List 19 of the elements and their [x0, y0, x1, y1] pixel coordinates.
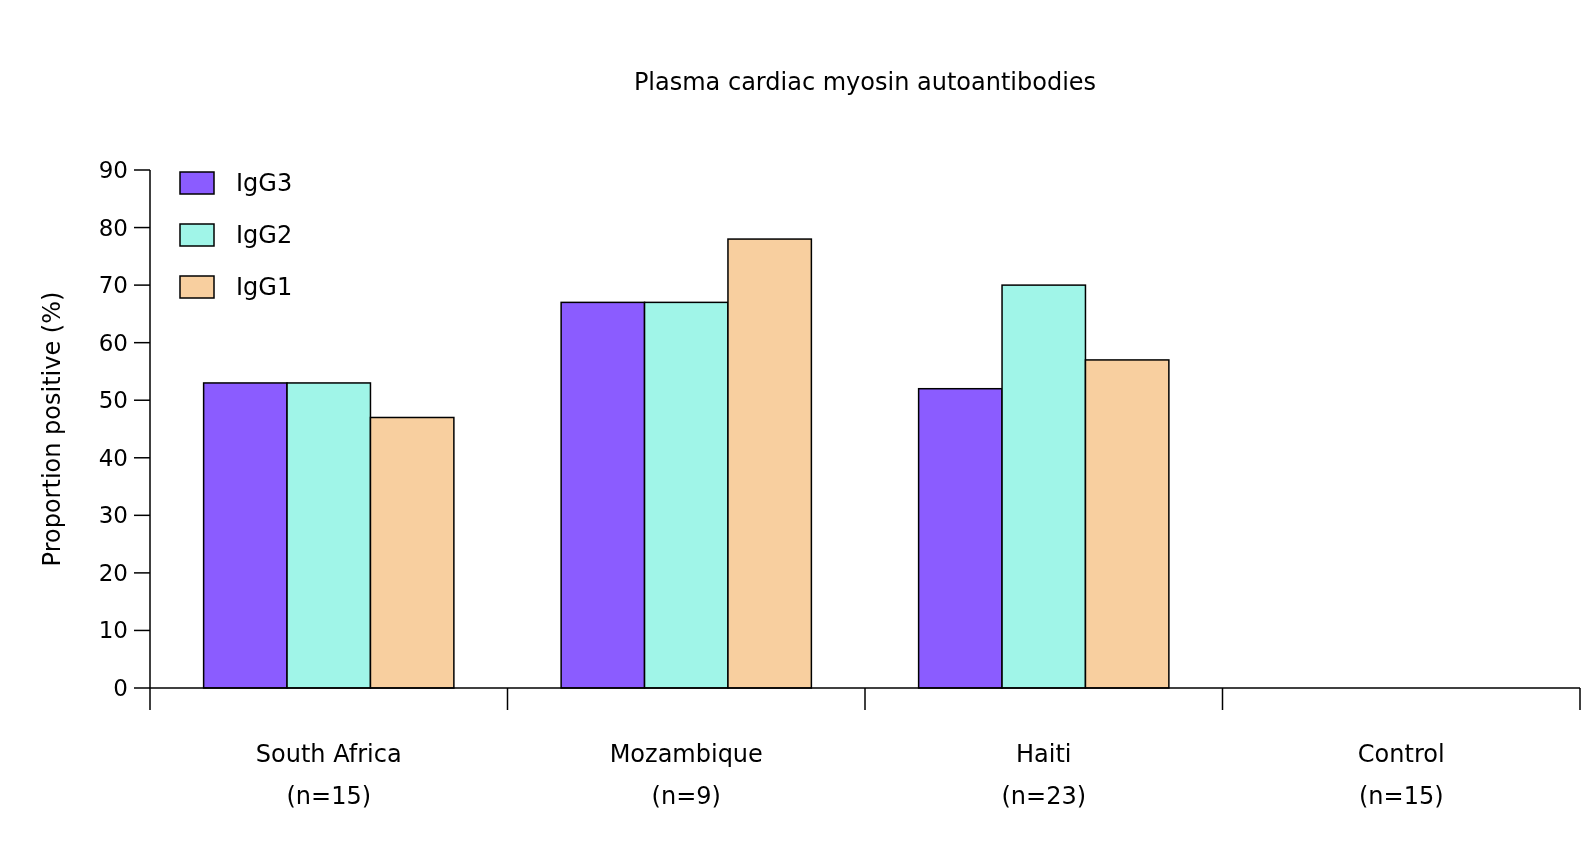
legend-label: IgG2	[236, 221, 293, 250]
y-tick-label: 40	[98, 444, 128, 471]
y-tick-label: 50	[98, 387, 128, 414]
y-tick-label: 30	[98, 502, 128, 529]
x-tick-label: Control (n=15)	[1357, 740, 1445, 810]
y-tick-label: 60	[98, 329, 128, 356]
y-tick-label: 10	[98, 617, 128, 644]
y-tick-label: 90	[98, 157, 128, 184]
y-tick-label: 70	[98, 272, 128, 299]
x-tick-label: Mozambique (n=9)	[609, 740, 763, 810]
x-tick-label: Haiti (n=23)	[1001, 740, 1087, 810]
legend-label: IgG1	[236, 273, 293, 302]
y-axis-title: Proportion positive (%)	[38, 291, 66, 567]
x-tick-label: South Africa (n=15)	[255, 740, 402, 810]
y-tick-label: 20	[98, 559, 128, 586]
chart-title: Plasma cardiac myosin autoantibodies	[633, 68, 1097, 96]
y-tick-label: 80	[98, 214, 128, 241]
y-tick-label: 0	[113, 675, 128, 702]
legend-label: IgG3	[236, 169, 293, 198]
